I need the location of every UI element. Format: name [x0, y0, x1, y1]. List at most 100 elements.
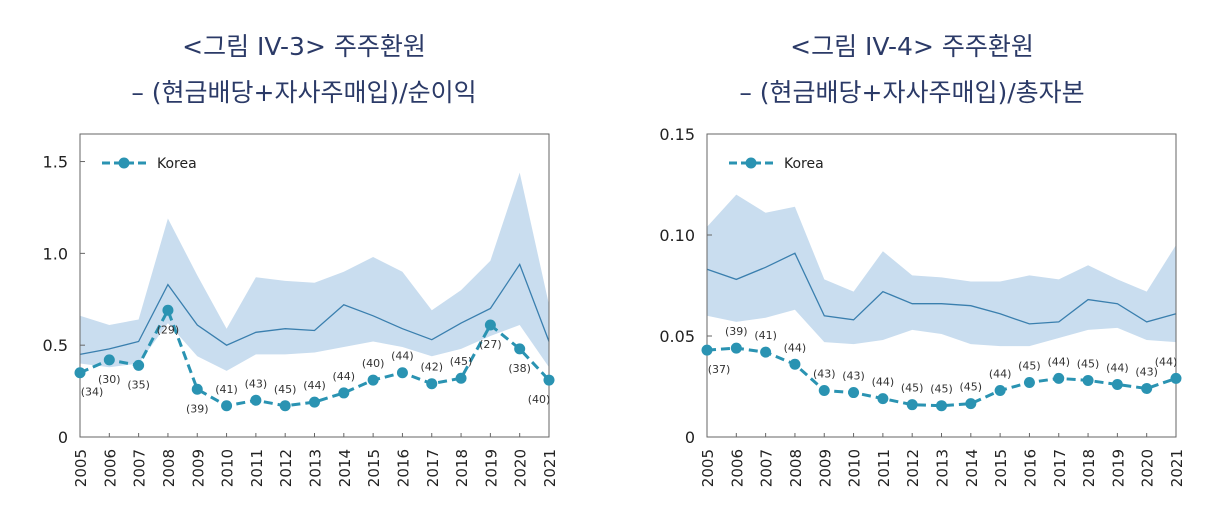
data-label: (45) — [901, 382, 924, 395]
y-tick-label: 1.0 — [43, 244, 68, 263]
x-tick-label: 2014 — [336, 449, 354, 487]
data-point — [309, 396, 320, 408]
data-label: (44) — [1106, 361, 1129, 374]
x-tick-label: 2005 — [699, 449, 717, 487]
data-point — [789, 358, 801, 370]
data-point — [965, 398, 977, 410]
x-tick-label: 2017 — [424, 449, 442, 487]
data-label: (45) — [1077, 357, 1100, 370]
y-tick-label: 0 — [58, 428, 68, 447]
x-tick-label: 2007 — [131, 449, 149, 487]
data-point — [338, 387, 350, 399]
x-tick-label: 2019 — [1109, 449, 1127, 487]
data-label: (40) — [528, 393, 551, 406]
data-label: (39) — [186, 402, 209, 415]
data-point — [818, 385, 830, 397]
data-point — [877, 393, 889, 405]
legend-marker — [745, 157, 757, 169]
range-band — [80, 172, 549, 371]
y-tick-label: 0.05 — [659, 327, 695, 346]
x-tick-label: 2009 — [189, 449, 207, 487]
y-tick-label: 0.5 — [43, 336, 68, 355]
series-line-korea — [79, 306, 551, 408]
data-point — [760, 346, 772, 358]
data-point — [221, 400, 233, 412]
x-tick-label: 2016 — [1021, 449, 1039, 487]
x-tick-label: 2020 — [512, 449, 530, 487]
series-line-korea — [706, 346, 1177, 408]
data-point — [484, 319, 496, 331]
x-tick-label: 2017 — [1051, 449, 1069, 487]
x-tick-label: 2015 — [365, 449, 383, 487]
y-tick-label: 0 — [685, 428, 695, 447]
data-label: (44) — [1155, 355, 1178, 368]
data-point — [730, 342, 742, 354]
data-label: (35) — [127, 378, 150, 391]
data-point — [162, 304, 174, 316]
chart-title-line2: – (현금배당+자사주매입)/순이익 — [131, 78, 477, 107]
data-label: (40) — [362, 357, 385, 370]
data-label: (29) — [157, 323, 180, 336]
x-tick-label: 2020 — [1139, 449, 1157, 487]
data-point — [994, 385, 1006, 397]
x-tick-label: 2018 — [1080, 449, 1098, 487]
data-point — [74, 367, 86, 379]
data-label: (44) — [872, 376, 895, 389]
x-tick-label: 2006 — [101, 449, 119, 487]
data-label: (42) — [420, 361, 443, 374]
data-point — [848, 387, 860, 399]
x-tick-label: 2011 — [875, 449, 893, 487]
data-label: (45) — [274, 383, 297, 396]
x-tick-label: 2018 — [453, 449, 471, 487]
x-tick-label: 2015 — [992, 449, 1010, 487]
chart-left: 0 0.5 1.0 1.5 2005 2006 2007 2008 2009 2010 2011 20… — [43, 133, 559, 487]
legend-label-korea: Korea — [784, 156, 824, 172]
data-point — [426, 378, 438, 390]
legend-label-korea: Korea — [157, 156, 197, 172]
data-label: (43) — [245, 377, 268, 390]
data-label: (44) — [1047, 355, 1070, 368]
data-point — [1082, 374, 1094, 386]
chart-title-line1: <그림 IV-3> 주주환원 — [182, 32, 426, 61]
x-tick-label: 2012 — [277, 449, 295, 487]
x-tick-label: 2011 — [248, 449, 266, 487]
x-tick-label: 2006 — [728, 449, 746, 487]
x-tick-label: 2007 — [758, 449, 776, 487]
y-tick-label: 0.15 — [659, 125, 695, 144]
data-label: (34) — [81, 386, 104, 399]
data-label: (41) — [215, 383, 238, 396]
x-tick-label: 2010 — [219, 449, 237, 487]
data-label: (43) — [813, 368, 836, 381]
data-point — [701, 344, 713, 356]
data-point — [906, 399, 918, 411]
data-point — [1111, 378, 1123, 390]
data-point — [1023, 376, 1035, 388]
legend-marker — [118, 157, 130, 169]
x-tick-label: 2014 — [963, 449, 981, 487]
x-tick-label: 2012 — [904, 449, 922, 487]
data-point — [543, 374, 555, 386]
data-label: (37) — [708, 363, 731, 376]
data-point — [936, 400, 947, 412]
chart-title-line2: – (현금배당+자사주매입)/총자본 — [739, 78, 1085, 107]
chart-panel-right: <그림 IV-4> 주주환원 – (현금배당+자사주매입)/총자본 0 0.05 0… — [608, 0, 1216, 523]
x-tick-label: 2013 — [934, 449, 952, 487]
x-tick-label: 2021 — [541, 449, 559, 487]
x-tick-label: 2010 — [846, 449, 864, 487]
data-label: (45) — [450, 355, 473, 368]
data-label: (27) — [479, 338, 502, 351]
data-point — [1053, 372, 1065, 384]
data-label: (30) — [98, 373, 121, 386]
data-label: (43) — [1135, 366, 1158, 379]
chart-panel-left: <그림 IV-3> 주주환원 – (현금배당+자사주매입)/순이익 0 0.5 1.… — [0, 0, 608, 523]
median-line — [706, 252, 1177, 325]
data-point — [279, 400, 291, 412]
x-tick-label: 2005 — [72, 449, 90, 487]
data-point — [133, 359, 145, 371]
data-label: (45) — [1018, 359, 1041, 372]
data-label: (45) — [930, 383, 953, 396]
data-point — [367, 374, 379, 386]
data-point — [191, 383, 203, 395]
data-label: (43) — [842, 370, 865, 383]
data-label: (44) — [784, 341, 807, 354]
